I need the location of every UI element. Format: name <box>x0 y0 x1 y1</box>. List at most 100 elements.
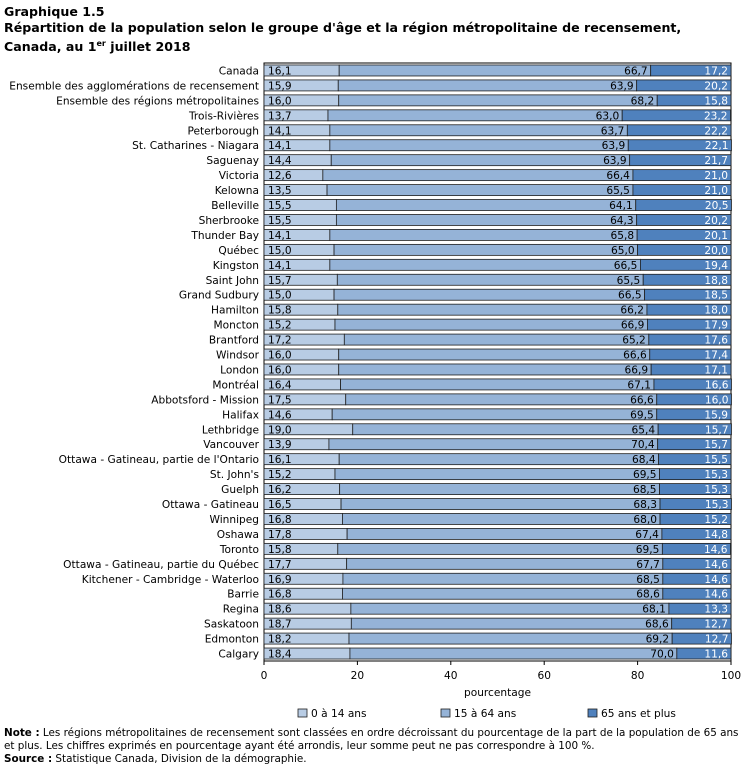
data-label: 15,3 <box>704 484 728 496</box>
data-label: 68,2 <box>631 95 655 107</box>
data-label: 14,6 <box>704 574 728 586</box>
data-label: 13,9 <box>268 439 292 451</box>
bar-segment <box>334 318 648 331</box>
bar-segment <box>656 393 732 406</box>
stacked-bar-chart: Canada 16,1 66,7 17,2 Ensemble des aggloméra… <box>9 62 741 720</box>
notes-block: Note : Les régions métropolitaines de re… <box>4 727 752 766</box>
data-label: 12,7 <box>704 619 728 631</box>
legend-swatch <box>587 708 598 718</box>
data-label: 16,0 <box>268 95 292 107</box>
data-label: 16,8 <box>268 589 292 601</box>
bar-segment <box>658 453 732 466</box>
data-label: 18,2 <box>268 634 292 646</box>
bar-segment <box>336 273 644 286</box>
data-label: 14,6 <box>268 409 292 421</box>
data-label: 15,7 <box>705 424 729 436</box>
category-label: Kitchener - Cambridge - Waterloo <box>82 574 259 586</box>
data-label: 63,7 <box>601 125 625 137</box>
bar-segment <box>348 632 673 645</box>
bar-segment <box>657 438 732 451</box>
data-label: 66,5 <box>614 260 638 272</box>
data-label: 65,2 <box>622 335 646 347</box>
data-label: 17,4 <box>704 350 728 362</box>
x-axis-title: pourcentage <box>464 687 531 699</box>
bar-segment <box>338 94 658 107</box>
data-label: 13,3 <box>704 604 728 616</box>
category-label: Québec <box>218 245 259 257</box>
data-label: 69,5 <box>633 469 657 481</box>
bar-segment <box>640 258 732 271</box>
data-label: 66,2 <box>620 305 644 317</box>
category-label: Lethbridge <box>202 424 259 436</box>
bar-segment <box>338 363 652 376</box>
note: Note : Les régions métropolitaines de re… <box>4 727 752 753</box>
x-tick-label: 100 <box>721 670 741 682</box>
data-label: 63,9 <box>603 155 627 167</box>
bar-segment <box>333 243 638 256</box>
data-label: 20,1 <box>704 230 728 242</box>
bar-segment <box>636 79 732 92</box>
category-label: Windsor <box>216 350 260 362</box>
bar-segment <box>333 288 646 301</box>
bar-segment <box>668 602 732 615</box>
bar-segment <box>659 498 732 510</box>
bar-segment <box>338 348 651 361</box>
data-label: 16,5 <box>268 499 292 511</box>
data-label: 65,5 <box>606 185 630 197</box>
bar-segment <box>659 483 732 495</box>
data-label: 17,5 <box>268 394 292 406</box>
category-label: Toronto <box>219 544 259 556</box>
bar-segment <box>649 348 732 361</box>
category-label: Victoria <box>219 170 259 182</box>
data-label: 63,9 <box>602 140 626 152</box>
bar-segment <box>327 109 623 122</box>
source: Source : Statistique Canada, Division de… <box>4 753 752 766</box>
data-label: 63,0 <box>596 110 620 122</box>
category-label: Peterborough <box>187 125 259 137</box>
category-label: Calgary <box>218 649 259 661</box>
bar-segment <box>346 528 663 540</box>
data-label: 15,2 <box>268 320 292 332</box>
category-label: Moncton <box>213 320 259 332</box>
data-label: 14,6 <box>704 559 728 571</box>
category-label: Edmonton <box>205 634 259 646</box>
data-label: 69,5 <box>636 544 660 556</box>
category-label: Guelph <box>221 484 259 496</box>
data-label: 14,4 <box>268 155 292 167</box>
data-label: 64,1 <box>609 200 633 212</box>
data-label: 63,9 <box>610 80 634 92</box>
x-tick-label: 40 <box>444 670 458 682</box>
bar-segment <box>342 513 661 525</box>
category-label: Ottawa - Gatineau <box>162 499 259 511</box>
data-label: 65,0 <box>611 245 635 257</box>
data-label: 17,1 <box>704 364 728 376</box>
bar-segment <box>627 139 732 152</box>
data-label: 69,2 <box>646 634 670 646</box>
bar-segment <box>338 453 660 466</box>
data-label: 15,5 <box>268 200 292 212</box>
category-label: Kelowna <box>215 185 259 197</box>
data-label: 70,4 <box>631 439 655 451</box>
category-label: Kingston <box>213 260 259 272</box>
category-label: Saguenay <box>206 155 259 167</box>
data-label: 12,6 <box>268 170 292 182</box>
category-label: St. Catharines - Niagara <box>132 140 259 152</box>
data-label: 69,5 <box>630 409 654 421</box>
bar-segment <box>349 647 678 660</box>
data-label: 17,8 <box>268 529 292 541</box>
bar-segment <box>350 602 670 615</box>
bar-segment <box>650 64 732 77</box>
data-label: 15,2 <box>704 514 728 526</box>
bar-segment <box>334 468 660 481</box>
bar-segment <box>329 124 628 137</box>
legend-label: 15 à 64 ans <box>454 708 516 720</box>
data-label: 16,0 <box>268 364 292 376</box>
bar-segment <box>337 79 638 92</box>
data-label: 16,1 <box>268 454 292 466</box>
data-label: 15,3 <box>704 469 728 481</box>
data-label: 15,0 <box>268 290 292 302</box>
data-label: 68,0 <box>633 514 657 526</box>
category-label: Belleville <box>211 200 259 212</box>
bar-segment <box>661 528 732 540</box>
data-label: 66,9 <box>621 320 645 332</box>
